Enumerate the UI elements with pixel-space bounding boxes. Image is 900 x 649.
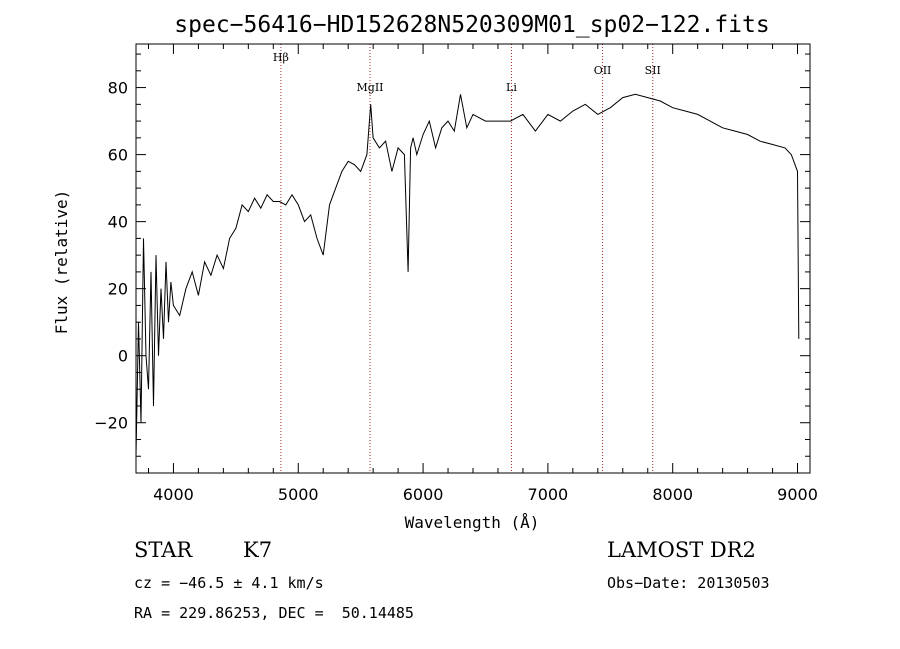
plot-frame (135, 43, 811, 474)
subclass: K7 (243, 538, 273, 562)
chart-title: spec−56416−HD152628N520309M01_sp02−122.f… (174, 12, 769, 38)
x-tick-label-4: 8000 (652, 485, 693, 504)
line-label-0: Hβ (273, 51, 289, 64)
survey-name: LAMOST DR2 (607, 538, 756, 562)
x-axis-label: Wavelength (Å) (405, 513, 540, 532)
line-labels: Hβ MgII Li OII SII (273, 51, 661, 94)
x-tick-label-3: 7000 (528, 485, 569, 504)
line-label-2: Li (506, 81, 517, 94)
y-axis-label: Flux (relative) (52, 190, 71, 335)
obs-date: Obs−Date: 20130503 (607, 574, 770, 592)
line-label-3: OII (594, 64, 612, 77)
line-label-1: MgII (357, 81, 384, 94)
cz-velocity: cz = −46.5 ± 4.1 km/s (134, 574, 324, 592)
x-tick-label-5: 9000 (777, 485, 818, 504)
y-tick-label-2: 20 (108, 280, 128, 299)
y-tick-label-0: −20 (94, 414, 128, 433)
x-tick-label-2: 6000 (403, 485, 444, 504)
x-tick-label-0: 4000 (153, 485, 194, 504)
line-label-4: SII (645, 64, 661, 77)
spectrum-series-line (135, 93, 800, 457)
y-tick-label-3: 40 (108, 213, 128, 232)
x-tick-label-1: 5000 (278, 485, 319, 504)
y-tick-label-5: 80 (108, 79, 128, 98)
spectral-line-markers (280, 44, 654, 473)
y-tick-label-1: 0 (118, 347, 128, 366)
ra-dec-coordinates: RA = 229.86253, DEC = 50.14485 (134, 604, 414, 622)
object-class: STAR (134, 538, 193, 562)
y-tick-label-4: 60 (108, 146, 128, 165)
axis-ticks: 4000 5000 6000 7000 8000 9000 −20 0 20 40 60 80 (94, 44, 818, 504)
